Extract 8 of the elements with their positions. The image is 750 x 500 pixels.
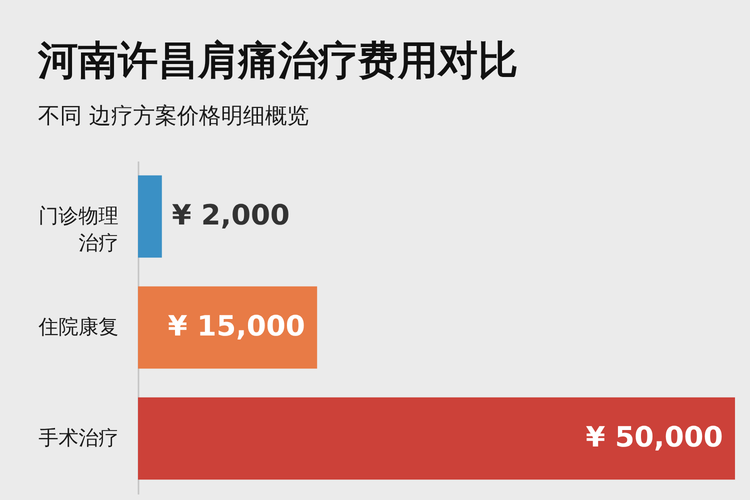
chart-title: 河南许昌肩痛治疗费用对比 [37, 38, 518, 84]
data-label: ¥ 15,000 [168, 310, 306, 342]
chart-subtitle: 不同 边疗方案价格明细概览 [38, 104, 309, 129]
y-tick-label: 住院康复 [38, 314, 118, 338]
y-tick-label: 门诊物理治疗 [38, 204, 118, 254]
y-tick-label: 手术治疗 [38, 426, 118, 450]
data-label: ¥ 50,000 [586, 420, 723, 454]
data-label: ¥ 2,000 [172, 198, 290, 232]
